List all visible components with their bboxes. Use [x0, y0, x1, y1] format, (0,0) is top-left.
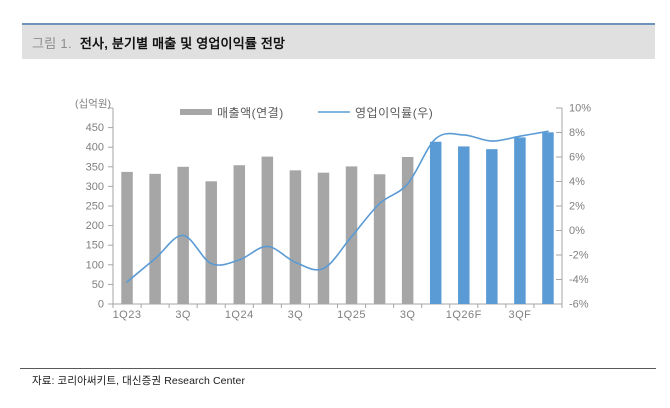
x-axis-tick-label: 3Q [175, 309, 191, 321]
figure-header: 그림 1. 전사, 분기별 매출 및 영업이익률 전망 [22, 23, 655, 59]
left-axis-tick-label: 250 [86, 201, 104, 213]
right-axis-tick-label: 6% [569, 152, 585, 164]
revenue-bar-3Q25 [401, 157, 414, 304]
operating-margin-line [126, 130, 549, 283]
left-axis-tick-label: 300 [86, 181, 104, 193]
x-axis-tick-label: 1Q25 [337, 309, 366, 321]
revenue-bar-2Q25 [373, 174, 386, 304]
revenue-bar-2Q23 [149, 173, 161, 304]
right-axis-tick-label: 8% [569, 127, 585, 139]
revenue-bar-4Q23 [205, 181, 217, 304]
left-axis-tick-label: 200 [86, 220, 104, 232]
x-axis-tick-label: 3Q [288, 309, 304, 321]
revenue-bar-4Q25F [429, 141, 442, 304]
right-axis-tick-label: -4% [569, 274, 589, 286]
legend-bar-swatch [180, 109, 212, 115]
source-text: 자료: 코리아써키트, 대신증권 Research Center [32, 375, 246, 387]
right-axis-tick-label: 4% [569, 176, 585, 188]
x-axis-tick-label: 3QF [508, 309, 531, 321]
revenue-bar-2Q24 [261, 156, 274, 304]
figure-title: 전사, 분기별 매출 및 영업이익률 전망 [79, 35, 286, 51]
x-axis-tick-label: 3Q [400, 309, 416, 321]
legend-line-label: 영업이익률(우) [355, 106, 433, 120]
left-axis-tick-label: 0 [98, 299, 104, 311]
right-axis-tick-label: 2% [569, 201, 585, 213]
revenue-bar-1Q23 [121, 171, 133, 304]
revenue-bar-1Q25 [345, 166, 358, 304]
revenue-bar-4Q26F [542, 132, 554, 304]
right-axis-tick-label: -2% [569, 250, 589, 262]
revenue-bar-4Q24 [317, 172, 330, 304]
x-axis-tick-label: 1Q24 [225, 309, 254, 321]
right-axis-tick-label: -6% [569, 299, 589, 311]
left-axis-tick-label: 150 [86, 240, 104, 252]
left-axis-tick-label: 400 [86, 142, 104, 154]
revenue-bar-2Q26F [486, 149, 498, 304]
figure-number-label: 그림 1. [32, 35, 72, 51]
right-axis-tick-label: 0% [569, 225, 585, 237]
left-axis-tick-label: 350 [86, 161, 104, 173]
left-axis-tick-label: 50 [92, 279, 104, 291]
left-axis-tick-label: 450 [86, 122, 104, 134]
revenue-bar-1Q26F [458, 146, 470, 304]
left-axis-tick-label: 100 [86, 259, 104, 271]
right-axis-tick-label: 10% [569, 103, 591, 115]
revenue-bar-3Q24 [289, 170, 302, 304]
left-axis-unit-label: (십억원) [75, 98, 111, 110]
revenue-bar-1Q24 [233, 165, 246, 304]
revenue-bar-3Q26F [514, 137, 526, 304]
x-axis-tick-label: 1Q23 [113, 309, 142, 321]
legend-bar-label: 매출액(연결) [217, 106, 284, 120]
footer-divider [20, 368, 656, 369]
x-axis-tick-label: 1Q26F [446, 309, 482, 321]
